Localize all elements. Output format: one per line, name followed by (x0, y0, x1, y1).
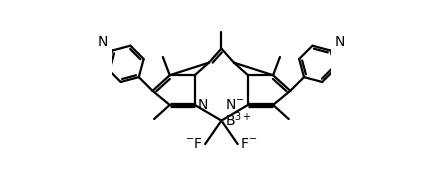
Text: N: N (198, 98, 208, 112)
Text: N: N (334, 35, 345, 49)
Text: F$^{-}$: F$^{-}$ (240, 137, 257, 151)
Text: B$^{3+}$: B$^{3+}$ (226, 110, 252, 129)
Text: N: N (98, 35, 108, 49)
Text: N$^{-}$: N$^{-}$ (225, 98, 245, 112)
Text: $^{-}$F: $^{-}$F (185, 137, 203, 151)
